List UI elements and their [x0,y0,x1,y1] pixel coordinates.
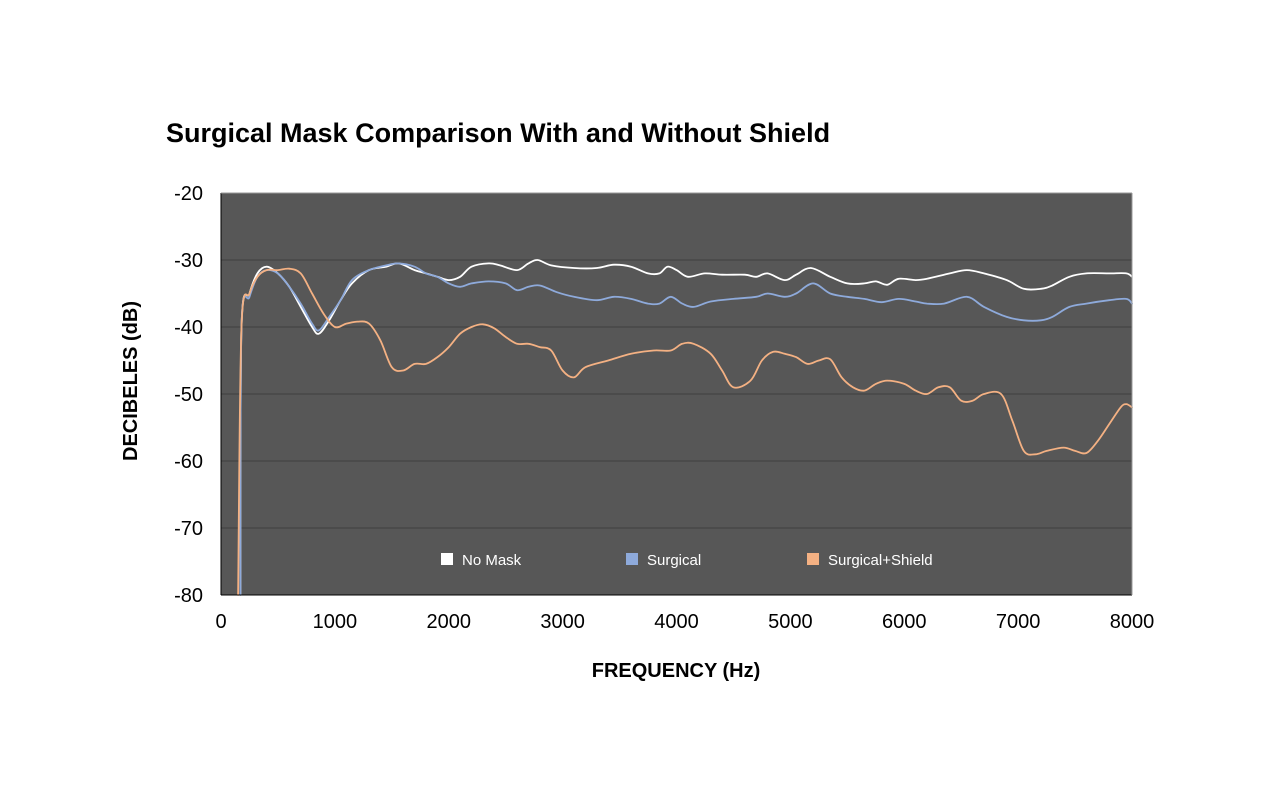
legend-label: Surgical+Shield [828,552,933,569]
legend-swatch [626,553,638,565]
x-tick-label: 2000 [427,611,472,633]
legend-swatch [807,553,819,565]
y-tick-label: -80 [174,585,203,607]
x-tick-label: 5000 [768,611,813,633]
x-tick-label: 7000 [996,611,1041,633]
y-tick-labels: -20 -30 -40 -50 -60 -70 -80 [174,183,203,607]
x-tick-label: 6000 [882,611,927,633]
x-tick-label: 4000 [654,611,699,633]
series-line-no-mask [239,259,1133,596]
chart-title: Surgical Mask Comparison With and Withou… [166,118,830,148]
legend-swatch [441,553,453,565]
y-tick-label: -30 [174,250,203,272]
x-tick-label: 3000 [540,611,585,633]
axes [220,192,1133,596]
y-tick-label: -20 [174,183,203,205]
x-tick-label: 1000 [313,611,358,633]
y-tick-label: -70 [174,518,203,540]
series-lines [237,259,1133,596]
x-tick-labels: 0 1000 2000 3000 4000 5000 6000 7000 8000 [215,611,1154,633]
y-tick-label: -50 [174,384,203,406]
legend-label: No Mask [462,552,522,569]
x-axis-label: FREQUENCY (Hz) [592,660,761,682]
y-tick-label: -40 [174,317,203,339]
x-tick-label: 8000 [1110,611,1155,633]
legend-label: Surgical [647,552,701,569]
y-tick-label: -60 [174,451,203,473]
legend: No Mask Surgical Surgical+Shield [441,552,933,569]
series-line-surgical-shield [237,267,1133,596]
x-tick-label: 0 [215,611,226,633]
y-axis-label: DECIBELES (dB) [120,301,142,461]
series-line-surgical [239,262,1133,596]
